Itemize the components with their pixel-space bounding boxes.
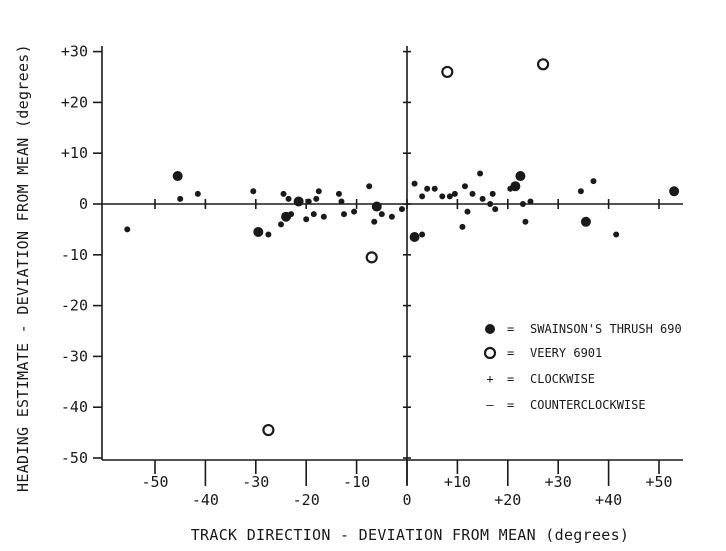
swainsons-thrush-point xyxy=(172,171,183,182)
x-tick-label: -10 xyxy=(343,473,370,491)
x-tick-label: -20 xyxy=(293,491,320,509)
small-point xyxy=(398,206,405,213)
veery-point xyxy=(262,423,275,437)
small-point xyxy=(519,201,526,207)
small-point xyxy=(313,195,320,202)
small-point xyxy=(507,185,514,192)
veery-point xyxy=(441,65,454,79)
y-tick-label: +30 xyxy=(61,43,88,61)
x-tick-label: +10 xyxy=(444,473,471,491)
veery-point xyxy=(536,58,550,71)
axes xyxy=(101,46,683,485)
small-point xyxy=(439,193,446,200)
small-point xyxy=(577,188,584,195)
y-axis-title: HEADING ESTIMATE - DEVIATION FROM MEAN (… xyxy=(14,44,32,492)
small-point xyxy=(303,216,310,223)
swainsons-thrush-point xyxy=(293,196,304,207)
small-point xyxy=(351,208,358,215)
small-point xyxy=(124,226,131,233)
small-point xyxy=(280,190,287,197)
small-point xyxy=(446,193,453,200)
small-point xyxy=(590,178,597,185)
small-point xyxy=(250,188,257,195)
small-point xyxy=(469,190,476,197)
small-point xyxy=(378,211,385,218)
x-tick-label: -50 xyxy=(141,473,168,491)
small-point xyxy=(177,195,184,202)
small-point xyxy=(341,211,347,218)
small-point xyxy=(459,223,466,230)
small-point xyxy=(487,201,494,207)
small-point xyxy=(527,198,534,205)
legend-filled-circle-icon xyxy=(485,324,495,334)
swainsons-thrush-point xyxy=(371,201,382,212)
y-tick-label: -10 xyxy=(61,246,88,264)
small-point xyxy=(285,195,292,202)
legend-label-swainsons-thrush: SWAINSON'S THRUSH 690 xyxy=(530,322,682,336)
small-point xyxy=(461,183,468,190)
small-point xyxy=(315,188,322,195)
small-point xyxy=(522,218,529,225)
swainsons-thrush-point xyxy=(515,171,526,182)
y-tick-label: -20 xyxy=(61,297,88,315)
small-point xyxy=(388,213,395,220)
small-point xyxy=(489,190,496,197)
data-points xyxy=(124,58,680,437)
x-tick-label: -30 xyxy=(242,473,269,491)
x-axis-title: TRACK DIRECTION - DEVIATION FROM MEAN (d… xyxy=(191,526,630,544)
legend-minus-icon: – xyxy=(486,398,494,412)
y-tick-label: 0 xyxy=(79,195,88,213)
small-point xyxy=(431,185,438,192)
swainsons-thrush-point xyxy=(580,216,591,227)
legend-open-circle-icon xyxy=(483,346,497,360)
legend-eq-4: = xyxy=(507,398,514,412)
y-tick-label: +20 xyxy=(61,93,88,111)
small-point xyxy=(371,218,378,225)
y-tick-label: -40 xyxy=(61,398,88,416)
legend-label-clockwise: CLOCKWISE xyxy=(530,372,595,386)
veery-point xyxy=(365,251,378,264)
small-point xyxy=(411,180,418,187)
small-point xyxy=(335,190,342,197)
legend-label-veery: VEERY 6901 xyxy=(530,346,602,360)
y-tick-label: -50 xyxy=(61,449,88,467)
small-point xyxy=(278,221,284,228)
legend-eq-1: = xyxy=(507,322,514,336)
x-tick-label: +30 xyxy=(545,473,572,491)
swainsons-thrush-point xyxy=(409,232,420,243)
y-tick-label: +10 xyxy=(61,144,88,162)
small-point xyxy=(492,206,499,213)
small-point xyxy=(424,185,431,192)
small-point xyxy=(477,170,484,177)
small-point xyxy=(419,231,426,238)
small-point xyxy=(338,198,345,205)
small-point xyxy=(288,211,295,218)
small-point xyxy=(366,183,373,190)
small-point xyxy=(451,190,458,197)
legend-plus-icon: + xyxy=(486,372,493,386)
swainsons-thrush-point xyxy=(669,186,680,197)
x-tick-label: +40 xyxy=(595,491,622,509)
x-tick-label: 0 xyxy=(402,491,411,509)
axis-ticks: +30 +20 +10 0 -10 -20 -30 -40 -50 -50 -40 -30 -20 -10… xyxy=(61,43,673,509)
small-point xyxy=(479,195,486,202)
legend: SWAINSON'S THRUSH 690 VEERY 6901 + CLOCK… xyxy=(483,322,682,412)
small-point xyxy=(265,231,272,238)
small-point xyxy=(464,208,471,215)
small-point xyxy=(305,198,312,205)
x-tick-label: +50 xyxy=(645,473,672,491)
small-point xyxy=(613,231,620,238)
small-point xyxy=(320,213,327,220)
small-point xyxy=(419,193,426,200)
x-tick-label: -40 xyxy=(192,491,219,509)
small-point xyxy=(310,211,317,218)
x-tick-label: +20 xyxy=(494,491,521,509)
legend-label-counterclockwise: COUNTERCLOCKWISE xyxy=(530,398,646,412)
small-point xyxy=(194,190,201,197)
legend-eq-3: = xyxy=(507,372,514,386)
swainsons-thrush-point xyxy=(253,226,264,237)
legend-eq-2: = xyxy=(507,346,514,360)
y-tick-label: -30 xyxy=(61,347,88,365)
